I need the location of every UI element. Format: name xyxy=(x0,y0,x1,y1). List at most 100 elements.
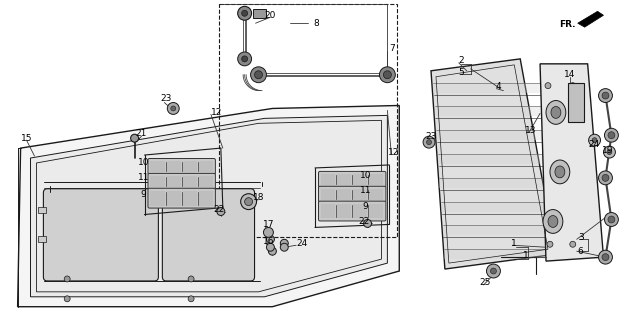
Bar xyxy=(353,189,367,200)
Text: 11: 11 xyxy=(360,186,372,195)
Circle shape xyxy=(238,6,252,20)
Text: 19: 19 xyxy=(602,146,613,155)
Circle shape xyxy=(266,235,275,243)
Text: 24: 24 xyxy=(297,239,307,248)
Circle shape xyxy=(604,212,618,227)
Bar xyxy=(183,161,197,172)
FancyBboxPatch shape xyxy=(318,186,386,202)
Text: 10: 10 xyxy=(138,158,149,167)
Circle shape xyxy=(266,243,275,251)
Ellipse shape xyxy=(548,215,558,228)
Text: 25: 25 xyxy=(480,278,491,287)
Text: 8: 8 xyxy=(313,19,319,28)
Polygon shape xyxy=(431,59,556,269)
Bar xyxy=(183,191,197,206)
Text: 1: 1 xyxy=(523,251,529,260)
Bar xyxy=(183,176,197,187)
Circle shape xyxy=(188,276,194,282)
Text: FR.: FR. xyxy=(559,20,576,29)
Bar xyxy=(369,174,384,185)
Ellipse shape xyxy=(555,166,565,178)
Bar xyxy=(199,176,213,187)
Bar xyxy=(437,154,548,164)
Text: 17: 17 xyxy=(262,220,274,229)
FancyBboxPatch shape xyxy=(148,158,216,174)
Bar xyxy=(252,9,266,18)
Polygon shape xyxy=(37,120,382,292)
Bar xyxy=(199,191,213,206)
Text: 15: 15 xyxy=(21,134,32,143)
Bar xyxy=(219,4,398,237)
Bar xyxy=(321,189,335,200)
Circle shape xyxy=(588,134,600,146)
Bar xyxy=(439,178,548,188)
Bar xyxy=(353,174,367,185)
Circle shape xyxy=(242,56,248,62)
Text: 6: 6 xyxy=(578,247,583,256)
Polygon shape xyxy=(578,11,604,27)
Circle shape xyxy=(592,138,597,143)
Text: 9: 9 xyxy=(141,190,146,199)
Text: 7: 7 xyxy=(389,44,395,53)
Text: 23: 23 xyxy=(425,132,437,141)
Circle shape xyxy=(238,52,252,66)
Circle shape xyxy=(171,106,176,111)
Polygon shape xyxy=(30,116,387,297)
Circle shape xyxy=(486,264,500,278)
Circle shape xyxy=(167,102,179,114)
Bar xyxy=(199,161,213,172)
Bar xyxy=(321,174,335,185)
Bar xyxy=(39,207,46,212)
Circle shape xyxy=(64,296,70,302)
Text: 22: 22 xyxy=(358,217,369,226)
Ellipse shape xyxy=(550,160,570,184)
Circle shape xyxy=(250,67,266,83)
Circle shape xyxy=(570,83,576,89)
Bar xyxy=(321,204,335,219)
Circle shape xyxy=(604,146,616,158)
Circle shape xyxy=(598,171,612,185)
Text: 23: 23 xyxy=(160,94,172,103)
Bar xyxy=(434,107,550,116)
Bar xyxy=(167,176,181,187)
Bar xyxy=(337,174,351,185)
Circle shape xyxy=(598,250,612,264)
Text: 18: 18 xyxy=(253,193,264,202)
Bar xyxy=(369,204,384,219)
Circle shape xyxy=(254,71,262,79)
Text: 22: 22 xyxy=(213,205,224,214)
Bar xyxy=(39,236,46,242)
Bar xyxy=(444,249,545,259)
Text: 21: 21 xyxy=(136,129,147,138)
Circle shape xyxy=(384,71,391,79)
Circle shape xyxy=(131,134,139,142)
Bar xyxy=(369,189,384,200)
Circle shape xyxy=(602,174,609,181)
Circle shape xyxy=(545,83,551,89)
Text: 5: 5 xyxy=(458,68,463,77)
Text: 2: 2 xyxy=(458,56,463,65)
FancyBboxPatch shape xyxy=(43,189,158,281)
Ellipse shape xyxy=(543,210,563,233)
Text: 12: 12 xyxy=(387,148,399,156)
Bar xyxy=(443,225,547,235)
Text: 24: 24 xyxy=(588,140,599,148)
Bar xyxy=(568,83,584,122)
Circle shape xyxy=(245,198,252,206)
Text: 13: 13 xyxy=(526,126,537,135)
Circle shape xyxy=(242,10,248,16)
Circle shape xyxy=(363,220,372,228)
Circle shape xyxy=(427,140,432,145)
Circle shape xyxy=(280,239,288,247)
Text: 9: 9 xyxy=(363,202,368,211)
Bar xyxy=(337,204,351,219)
Circle shape xyxy=(423,136,435,148)
Circle shape xyxy=(188,296,194,302)
FancyBboxPatch shape xyxy=(162,189,254,281)
Circle shape xyxy=(602,254,609,260)
Circle shape xyxy=(380,67,396,83)
Circle shape xyxy=(604,128,618,142)
Bar xyxy=(353,204,367,219)
Bar xyxy=(150,161,165,172)
Circle shape xyxy=(607,149,612,155)
